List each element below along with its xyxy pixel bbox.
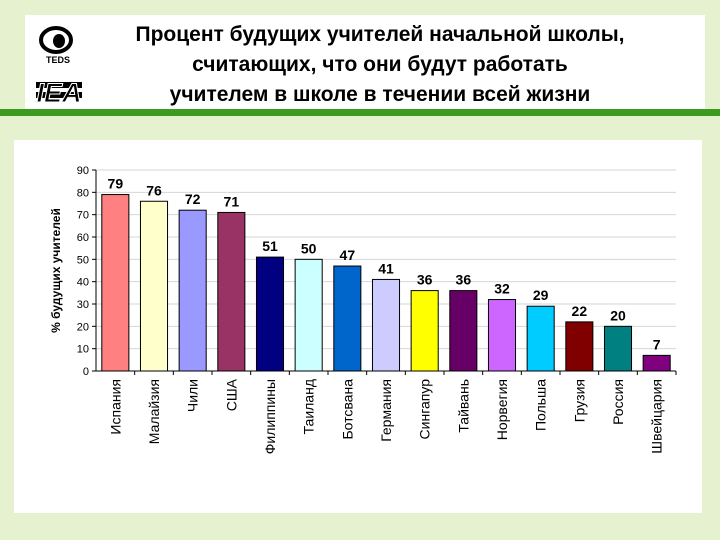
data-label: 51 — [262, 238, 278, 254]
category-label: Германия — [378, 379, 394, 442]
bar — [101, 194, 130, 372]
data-label: 76 — [146, 182, 162, 198]
slide-header — [25, 15, 705, 109]
teds-logo-inner — [53, 34, 65, 48]
category-label: Швейцария — [649, 379, 665, 454]
category-label: Филиппины — [262, 379, 278, 454]
data-label: 41 — [378, 260, 394, 276]
data-label: 7 — [653, 336, 661, 352]
iea-logo-text: IEA — [36, 78, 81, 106]
iea-logo-band — [36, 82, 82, 88]
data-label: 20 — [610, 307, 626, 323]
y-tick-label: 70 — [77, 210, 89, 222]
bar — [565, 321, 594, 372]
bar — [410, 290, 439, 372]
category-label: Грузия — [571, 379, 587, 422]
category-label: Тайвань — [455, 379, 471, 433]
chart-panel: 0 10 20 30 40 50 60 70 80 90 % будущих учителей 79 И… — [14, 140, 702, 513]
y-tick-label: 80 — [77, 187, 89, 199]
data-label: 36 — [417, 272, 433, 288]
title-line-1: Процент будущих учителей начальной школы… — [135, 23, 625, 46]
bar — [255, 256, 285, 372]
bar — [217, 211, 246, 372]
teds-logo-ring — [39, 26, 73, 54]
slide-title: Процент будущих учителей начальной школы… — [80, 20, 680, 110]
iea-logo-band — [36, 92, 82, 98]
title-line-2: считающих, что они будут работать — [192, 53, 568, 76]
bar — [487, 299, 517, 372]
category-label: Малайзия — [146, 379, 162, 444]
category-label: Таиланд — [301, 379, 317, 434]
y-tick-label: 0 — [83, 366, 89, 378]
data-label: 50 — [301, 240, 317, 256]
category-label: США — [223, 378, 239, 411]
bar — [294, 258, 323, 372]
data-label: 22 — [572, 303, 588, 319]
bar — [603, 325, 633, 372]
data-label: 71 — [224, 193, 240, 209]
category-label: Испания — [107, 379, 123, 435]
bar — [642, 354, 671, 372]
y-axis-title: % будущих учителей — [49, 208, 63, 333]
data-label: 36 — [456, 272, 472, 288]
category-label: Чили — [185, 379, 201, 412]
category-label: Польша — [533, 379, 549, 431]
bar — [178, 209, 207, 372]
teds-logo-text: TEDS — [46, 55, 70, 65]
y-tick-label: 90 — [77, 165, 89, 177]
header-divider — [0, 109, 720, 116]
y-tick-label: 30 — [77, 299, 89, 311]
y-tick-label: 10 — [77, 344, 89, 356]
iea-logo: IEA — [36, 78, 82, 106]
bar — [333, 265, 362, 372]
teds-logo: TEDS — [39, 26, 73, 65]
data-label: 47 — [340, 247, 356, 263]
title-line-3: учителем в школе в течении всей жизни — [169, 83, 591, 106]
y-tick-label: 20 — [77, 321, 89, 333]
category-label: Ботсвана — [339, 379, 355, 440]
data-label: 79 — [108, 176, 124, 192]
category-label: Норвегия — [494, 379, 510, 440]
data-label: 29 — [533, 287, 549, 303]
y-tick-label: 50 — [77, 254, 89, 266]
y-tick-label: 40 — [77, 277, 89, 289]
bar — [526, 305, 555, 372]
category-label: Сингапур — [417, 379, 433, 440]
bar — [371, 278, 401, 372]
data-label: 32 — [494, 281, 510, 297]
bar-chart: 0 10 20 30 40 50 60 70 80 90 % будущих учителей 79 И… — [49, 165, 677, 454]
data-label: 72 — [185, 191, 201, 207]
bar — [449, 290, 478, 372]
bar — [139, 200, 169, 372]
category-label: Россия — [610, 379, 626, 425]
y-tick-label: 60 — [77, 232, 89, 244]
